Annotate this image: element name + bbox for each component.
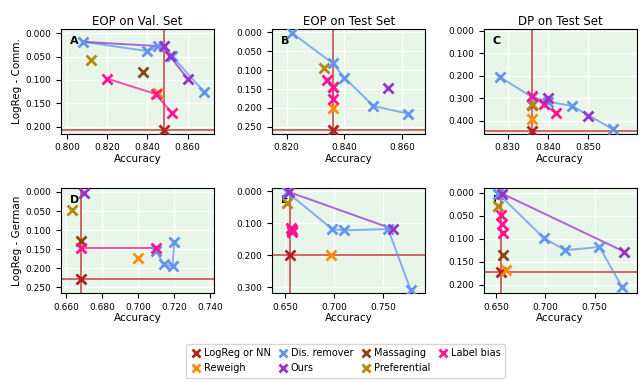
Text: A: A [70, 36, 79, 46]
Text: F: F [493, 195, 500, 205]
Text: E: E [282, 195, 289, 205]
X-axis label: Accuracy: Accuracy [113, 154, 161, 164]
Title: EOP on Val. Set: EOP on Val. Set [92, 15, 182, 28]
Title: EOP on Test Set: EOP on Test Set [303, 15, 395, 28]
Y-axis label: LogReg - German: LogReg - German [12, 195, 22, 286]
Text: D: D [70, 195, 79, 205]
X-axis label: Accuracy: Accuracy [325, 154, 372, 164]
Title: DP on Test Set: DP on Test Set [518, 15, 603, 28]
X-axis label: Accuracy: Accuracy [536, 154, 584, 164]
X-axis label: Accuracy: Accuracy [325, 313, 372, 323]
X-axis label: Accuracy: Accuracy [113, 313, 161, 323]
Text: B: B [282, 36, 290, 46]
Legend: LogReg or NN, Reweigh, Dis. remover, Ours, Massaging, Preferential, Label bias: LogReg or NN, Reweigh, Dis. remover, Our… [186, 344, 505, 378]
X-axis label: Accuracy: Accuracy [536, 313, 584, 323]
Y-axis label: LogReg - Comm.: LogReg - Comm. [12, 38, 22, 124]
Text: C: C [493, 36, 501, 46]
